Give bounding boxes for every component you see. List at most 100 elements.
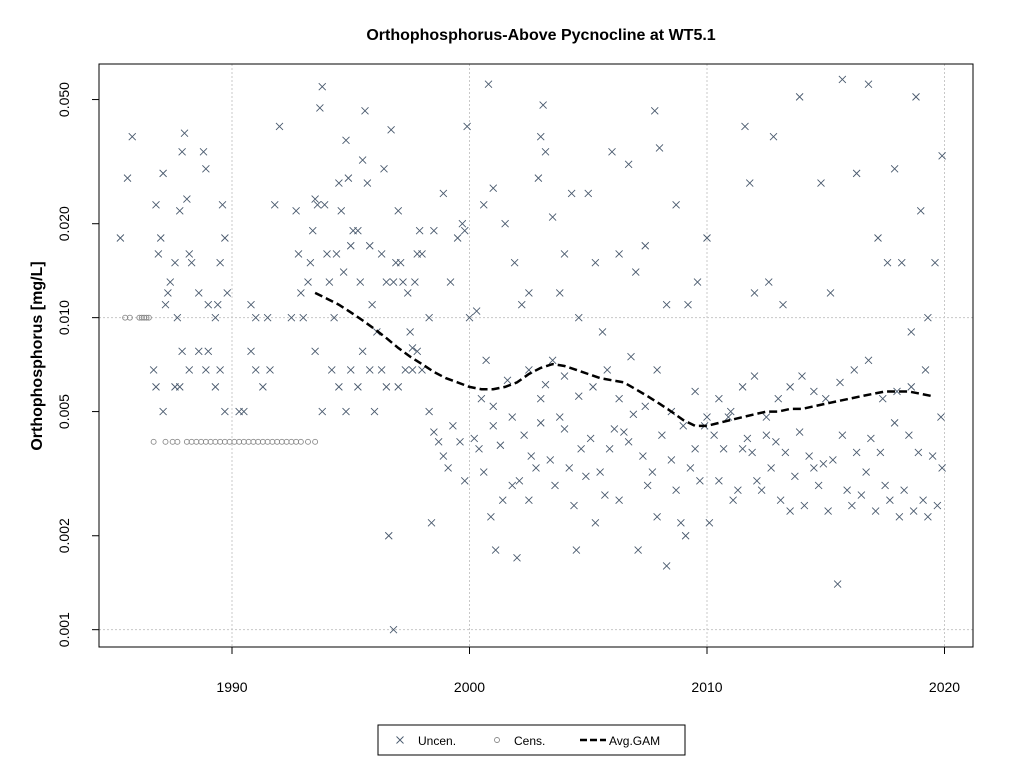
- uncensored-point: [178, 147, 186, 156]
- uncensored-point: [536, 132, 545, 141]
- uncensored-point: [425, 313, 433, 322]
- uncensored-point: [864, 356, 873, 365]
- uncensored-point: [546, 456, 555, 464]
- uncensored-point: [344, 174, 353, 182]
- uncensored-point: [202, 366, 210, 374]
- uncensored-point: [346, 366, 355, 374]
- uncensored-point: [684, 300, 692, 309]
- uncensored-point: [199, 147, 208, 156]
- uncensored-point: [323, 250, 331, 258]
- uncensored-point: [183, 195, 191, 203]
- uncensored-point: [555, 289, 564, 297]
- uncensored-point: [342, 136, 350, 145]
- uncensored-point: [211, 313, 220, 322]
- uncensored-point: [876, 448, 885, 457]
- uncensored-point: [327, 366, 336, 374]
- uncensored-point: [161, 300, 170, 309]
- uncensored-point: [696, 476, 704, 485]
- censored-point: [255, 438, 262, 445]
- uncensored-point: [757, 486, 766, 494]
- uncensored-point: [897, 258, 906, 267]
- uncensored-point: [715, 394, 723, 403]
- x-tick-label: 2020: [929, 679, 960, 695]
- censored-point: [278, 438, 285, 445]
- censored-point: [126, 314, 133, 321]
- data-points: [116, 75, 946, 634]
- uncensored-point: [337, 206, 346, 215]
- uncensored-point: [365, 366, 374, 374]
- uncensored-point: [819, 460, 828, 468]
- uncensored-point: [919, 496, 927, 505]
- uncensored-point: [498, 496, 507, 505]
- censored-point: [293, 438, 300, 445]
- uncensored-point: [275, 122, 284, 131]
- y-axis-label: Orthophosphorus [mg/L]: [29, 261, 46, 450]
- uncensored-point: [396, 258, 405, 267]
- uncensored-point: [384, 531, 393, 540]
- uncensored-point: [608, 147, 616, 156]
- uncensored-point: [363, 179, 372, 187]
- uncensored-point: [346, 241, 355, 250]
- uncensored-point: [444, 464, 452, 472]
- uncensored-point: [156, 234, 165, 242]
- uncensored-point: [795, 428, 804, 436]
- uncensored-point: [335, 179, 343, 187]
- uncensored-point: [377, 366, 386, 374]
- uncensored-point: [836, 378, 844, 387]
- y-tick-label: 0.005: [56, 394, 72, 429]
- uncensored-point: [342, 407, 350, 416]
- uncensored-point: [299, 313, 308, 322]
- legend-censored-marker: [494, 737, 500, 743]
- x-tick-label: 2010: [691, 679, 722, 695]
- uncensored-point: [377, 250, 386, 258]
- uncensored-point: [753, 476, 761, 485]
- uncensored-point: [128, 132, 137, 141]
- legend-box: [377, 724, 686, 756]
- uncensored-point: [577, 444, 585, 453]
- uncensored-point: [361, 107, 369, 115]
- uncensored-point: [893, 387, 901, 396]
- uncensored-point: [810, 387, 818, 396]
- uncensored-point: [821, 394, 830, 403]
- uncensored-point: [745, 179, 754, 187]
- uncensored-point: [358, 156, 367, 164]
- uncensored-point: [726, 407, 735, 416]
- uncensored-point: [489, 422, 498, 430]
- legend-gam-label: Avg.GAM: [609, 734, 660, 748]
- uncensored-point: [814, 481, 823, 490]
- uncensored-point: [166, 278, 175, 286]
- uncensored-point: [672, 486, 680, 494]
- uncensored-point: [931, 258, 939, 267]
- uncensored-point: [703, 234, 711, 242]
- uncensored-point: [795, 93, 804, 101]
- uncensored-point: [311, 347, 319, 356]
- uncensored-point: [216, 366, 224, 374]
- uncensored-point: [465, 313, 474, 322]
- uncensored-point: [330, 313, 338, 322]
- uncensored-point: [496, 441, 505, 450]
- uncensored-point: [848, 501, 856, 510]
- uncensored-point: [427, 519, 436, 527]
- uncensored-point: [662, 562, 671, 570]
- censored-point: [269, 438, 276, 445]
- uncensored-point: [489, 402, 498, 411]
- uncensored-point: [149, 366, 158, 374]
- uncensored-point: [631, 268, 640, 276]
- censored-point: [150, 438, 157, 445]
- uncensored-point: [382, 278, 391, 286]
- uncensored-point: [800, 501, 809, 510]
- uncensored-point: [852, 169, 861, 178]
- y-axis: 0.001 0.002 0.005 0.010 0.020 0.050: [56, 82, 99, 647]
- uncensored-point: [520, 431, 528, 440]
- uncensored-point: [629, 410, 638, 419]
- uncensored-point: [439, 189, 448, 198]
- uncensored-point: [536, 394, 545, 403]
- censored-point: [198, 438, 205, 445]
- uncensored-point: [862, 468, 870, 476]
- uncensored-point: [878, 394, 887, 403]
- uncensored-point: [453, 234, 462, 242]
- uncensored-point: [354, 226, 362, 235]
- uncensored-point: [641, 402, 650, 411]
- uncensored-point: [525, 289, 533, 297]
- uncensored-point: [786, 507, 794, 515]
